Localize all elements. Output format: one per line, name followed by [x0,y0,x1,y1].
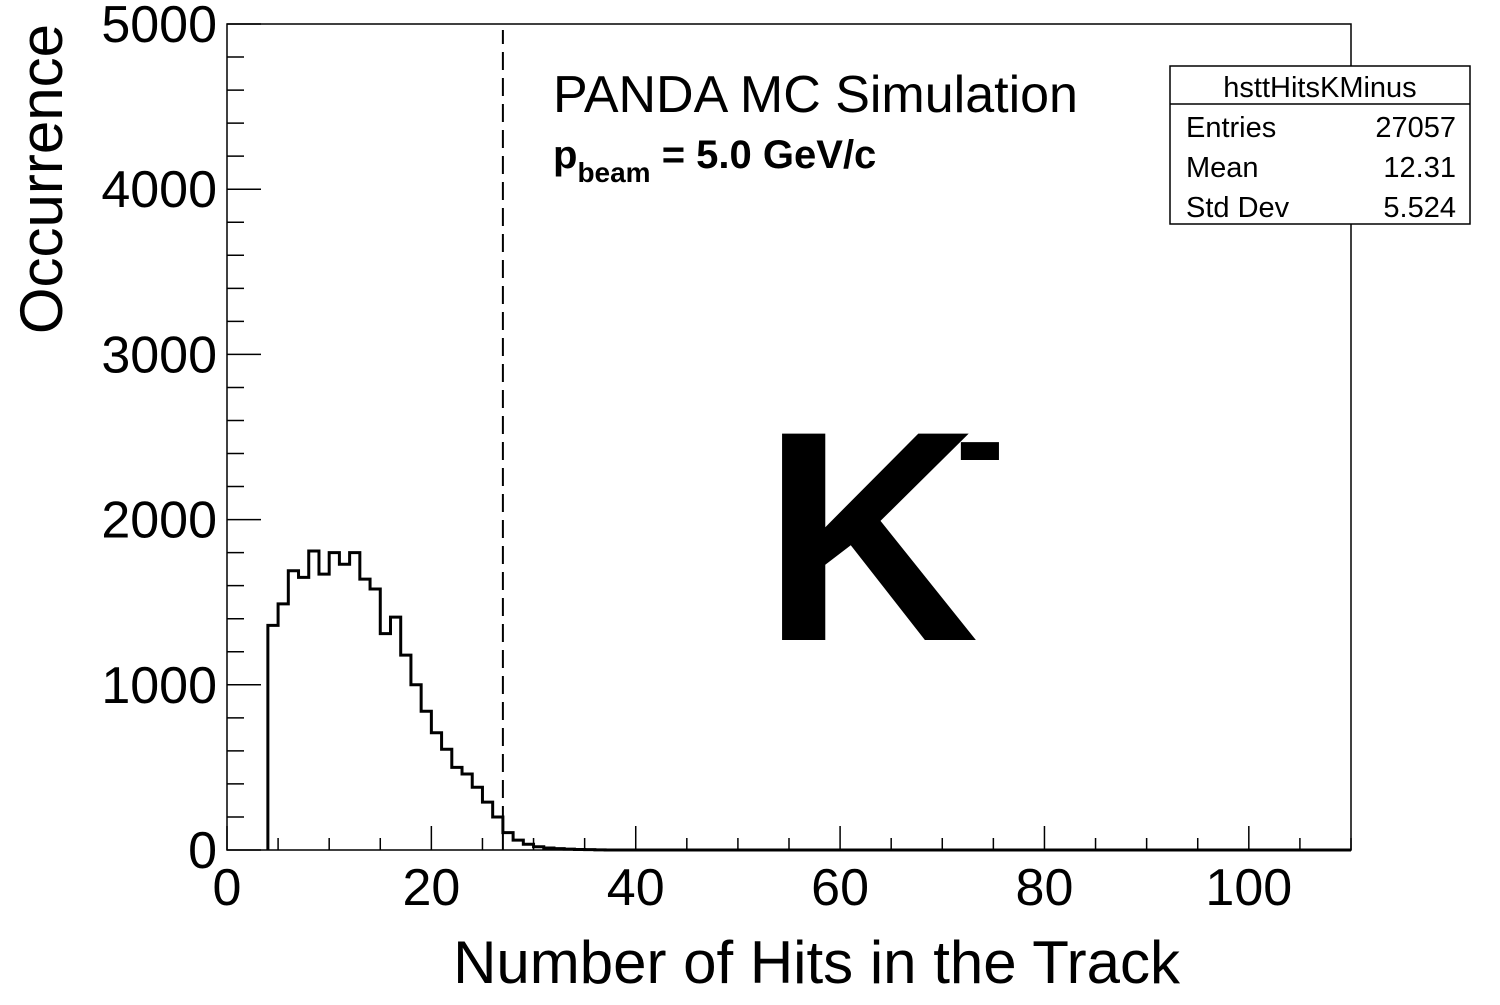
momentum-subscript: beam [577,157,650,188]
stats-stddev-value: 5.524 [1383,192,1456,224]
stats-stddev-label: Std Dev [1186,192,1290,224]
y-tick-label: 4000 [101,161,217,219]
particle-charge: - [955,354,1005,522]
particle-label: K [762,368,979,704]
stats-entries-label: Entries [1186,112,1276,144]
momentum-symbol: p [553,133,577,177]
x-tick-label: 40 [607,859,665,917]
stats-mean-label: Mean [1186,152,1259,184]
x-tick-label: 20 [402,859,460,917]
y-tick-label: 2000 [101,492,217,550]
stats-mean-value: 12.31 [1383,152,1456,184]
y-tick-label: 1000 [101,657,217,715]
y-axis-title: Occurrence [8,24,75,334]
stats-box: hsttHitsKMinus Entries 27057 Mean 12.31 … [1169,65,1471,225]
histogram-series [266,549,1351,852]
y-axis-ticks: 0 1000 2000 3000 4000 5000 [101,0,261,880]
x-axis-title: Number of Hits in the Track [453,929,1181,996]
y-tick-label: 3000 [101,326,217,384]
x-tick-label: 0 [213,859,242,917]
simulation-title: PANDA MC Simulation [553,66,1078,124]
stats-box-title: hsttHitsKMinus [1223,72,1416,104]
y-tick-label: 5000 [101,0,217,54]
y-tick-label: 0 [188,822,217,880]
beam-momentum-label: pbeam = 5.0 GeV/c [553,133,876,188]
x-tick-label: 80 [1016,859,1074,917]
stats-entries-value: 27057 [1375,112,1456,144]
x-tick-label: 60 [811,859,869,917]
x-axis-ticks: 0 20 40 60 80 100 [213,826,1352,917]
momentum-value: = 5.0 GeV/c [651,133,877,177]
x-tick-label: 100 [1205,859,1292,917]
